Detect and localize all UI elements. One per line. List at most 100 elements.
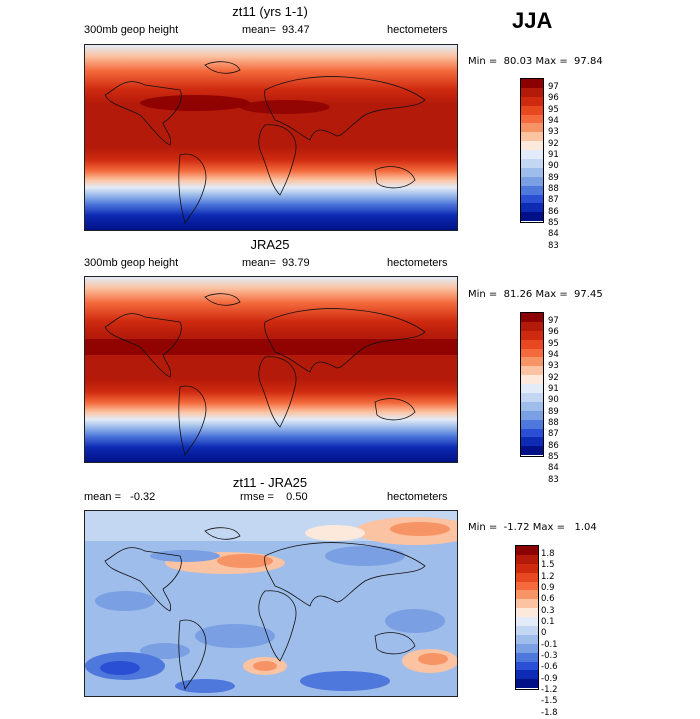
colorbar-label: -0.1 (541, 639, 558, 650)
panel2-mean-label: mean= 93.79 (242, 257, 310, 269)
colorbar-label: 0.1 (541, 616, 555, 627)
colorbar-swatch (521, 167, 543, 177)
colorbar-swatch (521, 87, 543, 97)
colorbar-swatch (516, 634, 538, 644)
colorbar-swatch (521, 105, 543, 115)
panel3-mean-label: mean = -0.32 (84, 491, 156, 503)
colorbar-swatch (521, 339, 543, 349)
colorbar-swatch (521, 212, 543, 222)
colorbar-swatch (521, 79, 543, 88)
colorbar-swatch (521, 357, 543, 367)
colorbar-label: 97 (548, 82, 559, 92)
panel2-colorbar (520, 312, 544, 457)
colorbar-swatch (521, 141, 543, 151)
colorbar-swatch (516, 546, 538, 555)
panel1-mean-label: mean= 93.47 (242, 24, 310, 36)
panel2-map (84, 276, 458, 463)
colorbar-swatch (516, 608, 538, 618)
colorbar-label: 92 (548, 372, 559, 383)
colorbar-label: 93 (548, 361, 559, 372)
panel3-colorbar-labels: 1.8 1.5 1.2 0.9 0.6 0.3 0.1 0 -0.1 -0.3 … (541, 549, 558, 719)
colorbar-swatch (516, 626, 538, 635)
panel2-colorbar-labels: 97 96 95 94 93 92 91 90 89 88 87 86 85 8… (548, 316, 559, 486)
colorbar-swatch (521, 410, 543, 420)
panel3-map (84, 510, 458, 697)
colorbar-swatch (521, 321, 543, 331)
panel1-units-label: hectometers (387, 24, 448, 36)
colorbar-swatch (521, 348, 543, 358)
colorbar-swatch (516, 581, 538, 591)
colorbar-swatch (521, 330, 543, 340)
colorbar-swatch (521, 185, 543, 195)
colorbar-label: 85 (548, 451, 559, 462)
panel1-title: zt11 (yrs 1-1) (232, 4, 308, 19)
colorbar-swatch (516, 679, 538, 689)
colorbar-label: 87 (548, 195, 559, 206)
colorbar-swatch (521, 446, 543, 456)
colorbar-swatch (521, 437, 543, 447)
colorbar-label: 91 (548, 383, 559, 394)
colorbar-swatch (516, 590, 538, 600)
panel1-minmax: Min = 80.03 Max = 97.84 (468, 56, 603, 67)
colorbar-label: 83 (548, 240, 559, 251)
colorbar-swatch (516, 572, 538, 582)
colorbar-label: 94 (548, 115, 559, 126)
colorbar-swatch (521, 366, 543, 376)
colorbar-swatch (516, 652, 538, 662)
colorbar-label: 96 (548, 327, 559, 338)
colorbar-label: 92 (548, 138, 559, 149)
colorbar-swatch (516, 670, 538, 680)
colorbar-label: 86 (548, 206, 559, 217)
colorbar-swatch (521, 401, 543, 411)
panel3-minmax: Min = -1.72 Max = 1.04 (468, 522, 597, 533)
colorbar-swatch (521, 150, 543, 160)
panel3-rmse-label: rmse = 0.50 (240, 491, 308, 503)
colorbar-label: 89 (548, 406, 559, 417)
colorbar-swatch (521, 203, 543, 213)
panel3-map-svg (85, 511, 457, 696)
colorbar-label: 89 (548, 172, 559, 183)
panel2-variable-label: 300mb geop height (84, 257, 179, 269)
colorbar-label: 84 (548, 463, 559, 474)
colorbar-label: 1.2 (541, 571, 555, 582)
panel1-variable-label: 300mb geop height (84, 24, 179, 36)
colorbar-swatch (521, 384, 543, 394)
colorbar-label: 85 (548, 217, 559, 228)
colorbar-swatch (516, 554, 538, 564)
colorbar-label: 83 (548, 474, 559, 485)
colorbar-swatch (516, 617, 538, 627)
colorbar-label: -1.2 (541, 684, 558, 695)
colorbar-swatch (521, 194, 543, 204)
colorbar-swatch (521, 428, 543, 438)
colorbar-swatch (516, 643, 538, 653)
panel2-title: JRA25 (250, 237, 290, 252)
colorbar-label: 88 (548, 183, 559, 194)
colorbar-label: 97 (548, 316, 559, 326)
colorbar-label: -1.5 (541, 696, 558, 707)
colorbar-swatch (521, 419, 543, 429)
panel1-map-svg (85, 45, 457, 230)
panel2-minmax: Min = 81.26 Max = 97.45 (468, 289, 603, 300)
colorbar-swatch (521, 313, 543, 322)
colorbar-swatch (516, 563, 538, 573)
colorbar-label: -0.9 (541, 673, 558, 684)
panel1-map (84, 44, 458, 231)
colorbar-label: -0.3 (541, 650, 558, 661)
panel3-title: zt11 - JRA25 (232, 475, 308, 490)
colorbar-label: 0.6 (541, 594, 555, 605)
colorbar-swatch (521, 114, 543, 124)
colorbar-label: 90 (548, 161, 559, 172)
colorbar-label: 95 (548, 104, 559, 115)
panel3-colorbar (515, 545, 539, 690)
colorbar-swatch (521, 159, 543, 168)
colorbar-label: 91 (548, 149, 559, 160)
colorbar-label: 94 (548, 349, 559, 360)
colorbar-label: 95 (548, 338, 559, 349)
colorbar-label: -1.8 (541, 707, 558, 718)
season-label: JJA (512, 8, 553, 33)
colorbar-swatch (521, 123, 543, 133)
panel1-colorbar-labels: 97 96 95 94 93 92 91 90 89 88 87 86 85 8… (548, 82, 559, 252)
colorbar-swatch (521, 132, 543, 142)
colorbar-label: 87 (548, 429, 559, 440)
colorbar-label: 88 (548, 417, 559, 428)
